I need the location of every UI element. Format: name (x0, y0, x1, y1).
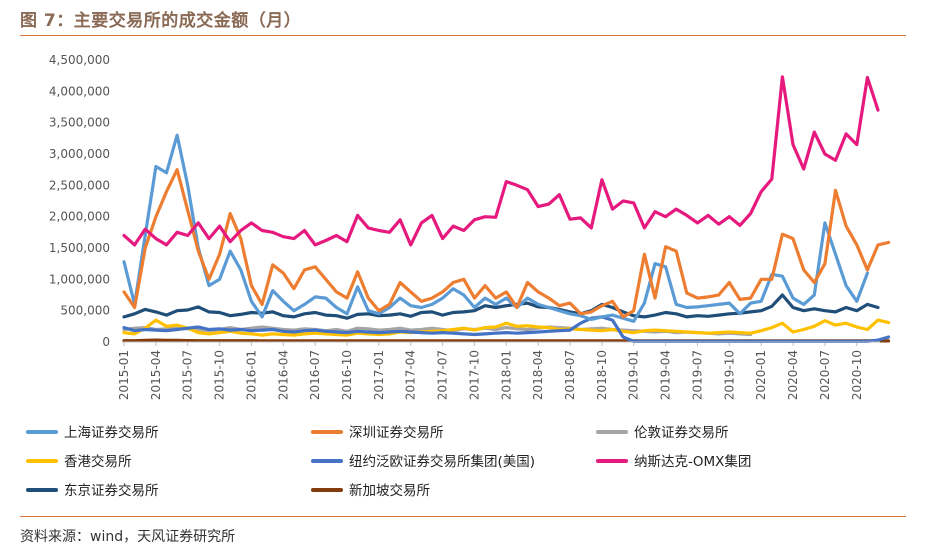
x-tick-label: 2015-07 (181, 350, 195, 400)
title-rule (20, 35, 906, 36)
y-tick-label: 2,500,000 (49, 178, 110, 192)
x-tick-label: 2017-10 (467, 350, 481, 400)
series-line (122, 168, 891, 319)
y-axis-ticks: 0 500,000 1,000,000 1,500,000 2,000,000 2,500… (49, 53, 110, 349)
x-tick-label: 2017-01 (372, 350, 386, 400)
x-tick-label: 2020-07 (818, 350, 832, 400)
x-tick-label: 2018-04 (531, 350, 545, 400)
legend-label: 上海证券交易所 (64, 424, 159, 441)
x-tick-label: 2020-01 (754, 350, 768, 400)
x-tick-label: 2015-01 (117, 350, 131, 400)
legend-label: 深圳证券交易所 (349, 424, 444, 441)
x-tick-label: 2020-04 (786, 350, 800, 400)
x-tick-label: 2018-07 (563, 350, 577, 400)
y-tick-label: 0 (102, 335, 110, 349)
x-tick-label: 2018-01 (499, 350, 513, 400)
x-tick-label: 2019-07 (690, 350, 704, 400)
y-tick-label: 4,500,000 (49, 53, 110, 67)
x-tick-label: 2017-07 (436, 350, 450, 400)
x-tick-label: 2019-01 (627, 350, 641, 400)
legend-label: 东京证券交易所 (64, 482, 159, 499)
y-tick-label: 3,500,000 (49, 116, 110, 130)
x-tick-label: 2017-04 (404, 350, 418, 400)
series-line (122, 318, 891, 337)
legend-label: 纳斯达克-OMX集团 (634, 454, 751, 470)
figure-title: 图 7：主要交易所的成交金额（月） (20, 11, 302, 31)
legend-label: 新加坡交易所 (349, 482, 430, 499)
y-tick-label: 2,000,000 (49, 210, 110, 224)
x-tick-label: 2018-10 (595, 350, 609, 400)
y-tick-label: 1,000,000 (49, 272, 110, 286)
x-axis-ticks: 2015-01 2015-04 2015-07 2015-10 2016-01 2016-… (117, 342, 864, 400)
source-rule (20, 516, 906, 517)
x-tick-label: 2016-01 (244, 350, 258, 400)
series-line (122, 75, 880, 247)
legend-label: 纽约泛欧证券交易所集团(美国) (349, 453, 535, 470)
x-tick-label: 2016-10 (340, 350, 354, 400)
series-lines (122, 75, 891, 343)
legend-label: 伦敦证券交易所 (634, 424, 729, 441)
line-chart: 0 500,000 1,000,000 1,500,000 2,000,000 2,500… (26, 53, 891, 499)
y-tick-label: 3,000,000 (49, 147, 110, 161)
x-tick-label: 2016-07 (308, 350, 322, 400)
x-tick-label: 2020-10 (850, 350, 864, 400)
source-note: 资料来源：wind，天风证券研究所 (20, 529, 236, 545)
legend-label: 香港交易所 (64, 453, 132, 470)
series-line (122, 315, 891, 343)
x-tick-label: 2015-10 (213, 350, 227, 400)
series-line (122, 293, 880, 320)
y-tick-label: 1,500,000 (49, 241, 110, 255)
x-tick-label: 2016-04 (276, 350, 290, 400)
series-line (122, 133, 870, 323)
x-tick-label: 2019-10 (722, 350, 736, 400)
x-tick-label: 2015-04 (149, 350, 163, 400)
y-tick-label: 500,000 (60, 304, 110, 318)
x-tick-label: 2019-04 (659, 350, 673, 400)
y-tick-label: 4,000,000 (49, 84, 110, 98)
